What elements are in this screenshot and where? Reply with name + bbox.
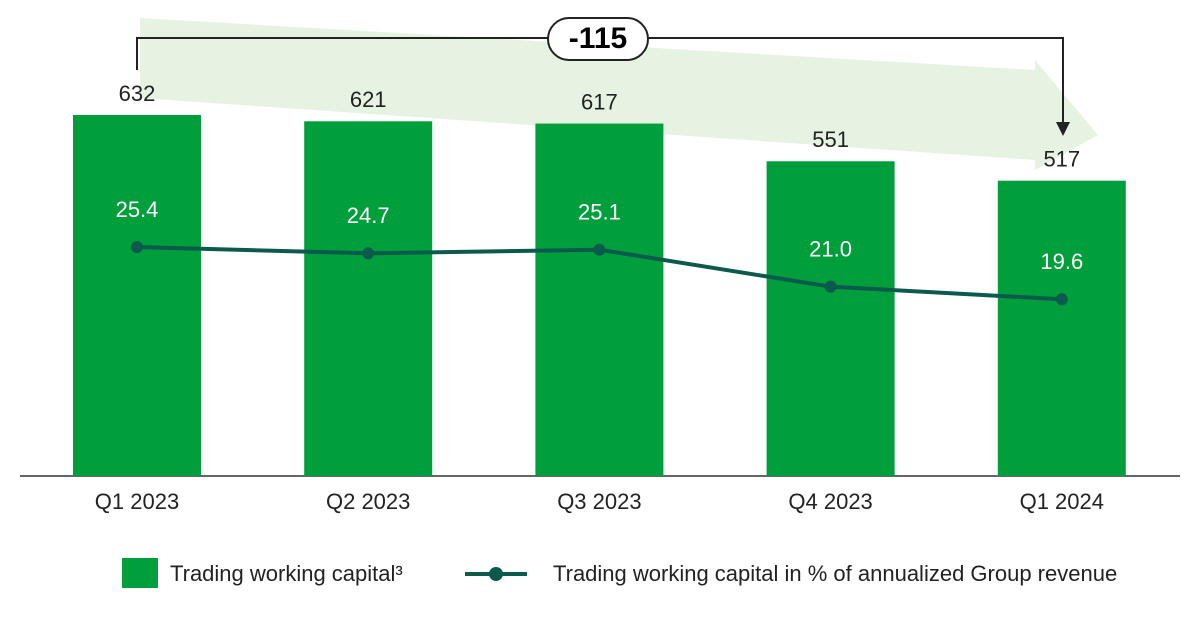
x-tick-label: Q3 2023 xyxy=(557,489,641,514)
trend-arrow xyxy=(140,18,1098,170)
line-value-label: 24.7 xyxy=(347,203,390,228)
line-point xyxy=(1055,293,1068,306)
x-tick-label: Q2 2023 xyxy=(326,489,410,514)
bar-value-label: 621 xyxy=(350,87,387,112)
x-tick-label: Q1 2023 xyxy=(95,489,179,514)
legend-label: Trading working capital in % of annualiz… xyxy=(553,561,1118,586)
x-tick-label: Q1 2024 xyxy=(1020,489,1104,514)
bar xyxy=(304,121,433,476)
bar-value-label: 617 xyxy=(581,89,618,114)
bar xyxy=(766,161,895,477)
legend-label: Trading working capital³ xyxy=(170,561,403,586)
line-point xyxy=(593,243,606,256)
line-value-label: 21.0 xyxy=(809,236,852,261)
x-tick-label: Q4 2023 xyxy=(788,489,872,514)
line-point xyxy=(824,280,837,293)
legend-swatch-bar xyxy=(122,558,158,588)
line-value-label: 25.4 xyxy=(116,197,159,222)
bar-value-label: 632 xyxy=(119,81,156,106)
bar xyxy=(73,115,201,476)
line-value-label: 19.6 xyxy=(1040,249,1083,274)
annotation-pill xyxy=(547,17,649,61)
bar-value-label: 517 xyxy=(1043,147,1080,172)
bar xyxy=(997,180,1126,476)
annotation: -115 xyxy=(569,22,627,55)
bar-value-label: 551 xyxy=(812,127,849,152)
legend-swatch-dot xyxy=(489,567,503,581)
line-point xyxy=(362,247,375,260)
bar xyxy=(535,123,664,476)
bracket-arrowhead xyxy=(1056,122,1070,136)
line-value-label: 25.1 xyxy=(578,200,621,225)
line-point xyxy=(131,241,143,253)
